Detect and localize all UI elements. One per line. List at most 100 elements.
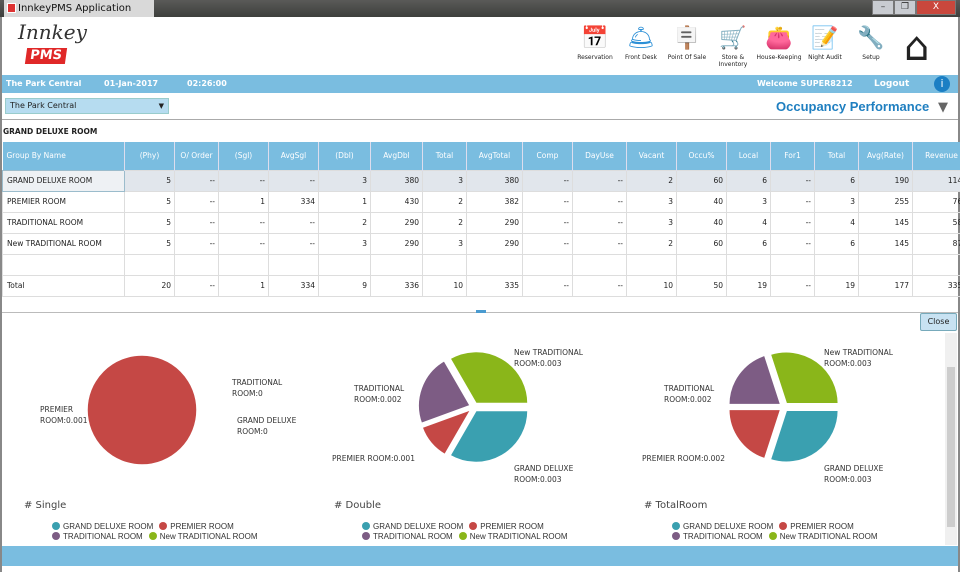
table-cell: [522, 253, 573, 276]
toolbar-label: Setup: [862, 54, 880, 61]
table-row[interactable]: GRAND DELUXE ROOM 5 -- -- -- 3 380 3 380 -- -- 2 60 6…: [2, 169, 960, 192]
column-header[interactable]: (Phy): [124, 142, 175, 170]
scrollbar-thumb[interactable]: [947, 367, 955, 527]
legend-label: GRAND DELUXE ROOM: [63, 522, 154, 531]
column-header[interactable]: For1: [770, 142, 815, 170]
legend-item[interactable]: New TRADITIONAL ROOM: [768, 532, 878, 542]
legend-swatch: [779, 522, 788, 530]
table-cell: --: [770, 274, 815, 297]
column-header[interactable]: DayUse: [572, 142, 627, 170]
column-header[interactable]: (Sgl): [218, 142, 269, 170]
maximize-button[interactable]: ❐: [894, 0, 916, 15]
info-icon[interactable]: i: [934, 76, 950, 92]
legend-item[interactable]: TRADITIONAL ROOM: [672, 532, 763, 542]
table-cell: --: [174, 232, 219, 255]
filter-icon[interactable]: ▼: [938, 100, 948, 115]
toolbar-night-audit[interactable]: 📝 Night Audit: [802, 24, 848, 68]
toolbar-setup[interactable]: 🔧 Setup: [848, 24, 894, 68]
splitter[interactable]: [2, 310, 958, 313]
table-row[interactable]: New TRADITIONAL ROOM 5 -- -- -- 3 290 3 290 -- -- 2…: [2, 232, 960, 255]
chart-legend: GRAND DELUXE ROOM PREMIER ROOM TRADITIONAL…: [672, 522, 942, 542]
table-cell: [726, 253, 771, 276]
table-cell: 177: [858, 274, 913, 297]
legend-item[interactable]: GRAND DELUXE ROOM: [52, 522, 153, 532]
column-header[interactable]: AvgTotal: [466, 142, 523, 170]
toolbar-point-of-sale[interactable]: 🪧 Point Of Sale: [664, 24, 710, 68]
table-cell: 10: [422, 274, 467, 297]
table-cell: TRADITIONAL ROOM: [2, 211, 125, 234]
legend-item[interactable]: TRADITIONAL ROOM: [362, 532, 453, 542]
column-header[interactable]: AvgSgl: [268, 142, 319, 170]
vertical-scrollbar[interactable]: [945, 333, 957, 545]
table-cell: [174, 253, 219, 276]
pie-slice-premier-room[interactable]: [86, 354, 198, 466]
pie-slice-premier-room[interactable]: [728, 408, 782, 460]
toolbar-house-keeping[interactable]: 👛 House-Keeping: [756, 24, 802, 68]
pie-slice-grand-deluxe-room[interactable]: [448, 409, 529, 464]
hotel-select[interactable]: The Park Central ▼: [5, 98, 169, 114]
close-window-button[interactable]: X: [916, 0, 956, 15]
pie-slice-new-traditional-room[interactable]: [769, 351, 840, 405]
table-row[interactable]: [2, 253, 960, 276]
status-bar: [2, 546, 958, 566]
table-cell: --: [218, 169, 269, 192]
table-cell: 3: [318, 169, 371, 192]
column-header[interactable]: O/ Order: [174, 142, 219, 170]
minimize-button[interactable]: –: [872, 0, 894, 15]
pie-slice-premier-room[interactable]: [421, 408, 473, 456]
table-cell: 5: [124, 169, 175, 192]
column-header[interactable]: Vacant: [626, 142, 677, 170]
table-cell: 1: [218, 274, 269, 297]
pie-slice-grand-deluxe-room[interactable]: [769, 409, 840, 463]
legend-item[interactable]: PREMIER ROOM: [779, 522, 854, 532]
column-header[interactable]: Occu%: [676, 142, 727, 170]
close-button[interactable]: Close: [920, 313, 957, 331]
column-header[interactable]: Local: [726, 142, 771, 170]
column-header[interactable]: (Dbl): [318, 142, 371, 170]
column-header[interactable]: Comp: [522, 142, 573, 170]
table-cell: 2: [422, 211, 467, 234]
column-header[interactable]: Group By Name: [2, 142, 125, 170]
pie-slice-new-traditional-room[interactable]: [448, 350, 529, 405]
chart-title: # Single: [24, 500, 67, 511]
pie-slice-traditional-room[interactable]: [728, 354, 782, 406]
table-cell: [2, 253, 125, 276]
table-cell: --: [572, 190, 627, 213]
toolbar-label: House-Keeping: [756, 54, 802, 61]
table-cell: --: [522, 274, 573, 297]
table-cell: --: [770, 232, 815, 255]
table-cell: [572, 253, 627, 276]
data-label: New TRADITIONAL ROOM:0.003: [514, 348, 584, 368]
data-label: GRAND DELUXE ROOM:0.003: [824, 464, 884, 484]
legend-item[interactable]: New TRADITIONAL ROOM: [148, 532, 258, 542]
toolbar-front-desk[interactable]: 🛎 Front Desk: [618, 24, 664, 68]
toolbar-store-inventory[interactable]: 🛒 Store & Inventory: [710, 24, 756, 68]
splitter-handle[interactable]: [476, 310, 486, 313]
legend-item[interactable]: New TRADITIONAL ROOM: [458, 532, 568, 542]
legend-item[interactable]: PREMIER ROOM: [159, 522, 234, 532]
table-cell: 9: [318, 274, 371, 297]
column-header[interactable]: Total: [422, 142, 467, 170]
column-header[interactable]: Total: [814, 142, 859, 170]
legend-label: PREMIER ROOM: [790, 522, 854, 531]
home-button[interactable]: ⌂: [904, 24, 930, 70]
column-header[interactable]: Avg(Rate): [858, 142, 913, 170]
table-cell: --: [174, 274, 219, 297]
legend-item[interactable]: GRAND DELUXE ROOM: [672, 522, 773, 532]
pie-slice-traditional-room[interactable]: [417, 359, 472, 425]
table-cell: 336: [370, 274, 423, 297]
column-header[interactable]: AvgDbl: [370, 142, 423, 170]
logout-link[interactable]: Logout: [874, 79, 910, 89]
toolbar-reservation[interactable]: 📅 Reservation: [572, 24, 618, 68]
table-cell: 3: [422, 232, 467, 255]
legend-item[interactable]: TRADITIONAL ROOM: [52, 532, 143, 542]
legend-item[interactable]: PREMIER ROOM: [469, 522, 544, 532]
column-header[interactable]: Revenue: [912, 142, 960, 170]
page-title: Occupancy Performance: [776, 99, 930, 114]
table-cell: --: [770, 169, 815, 192]
total-row[interactable]: Total 20 -- 1 334 9 336 10 335 -- -- 10 50 19 -- 19 177 3…: [2, 274, 960, 297]
legend-item[interactable]: GRAND DELUXE ROOM: [362, 522, 463, 532]
table-row[interactable]: PREMIER ROOM 5 -- 1 334 1 430 2 382 -- -- 3 40 3 -- 3 25…: [2, 190, 960, 213]
table-row[interactable]: TRADITIONAL ROOM 5 -- -- -- 2 290 2 290 -- -- 3 40 4-…: [2, 211, 960, 234]
table-cell: 20: [124, 274, 175, 297]
